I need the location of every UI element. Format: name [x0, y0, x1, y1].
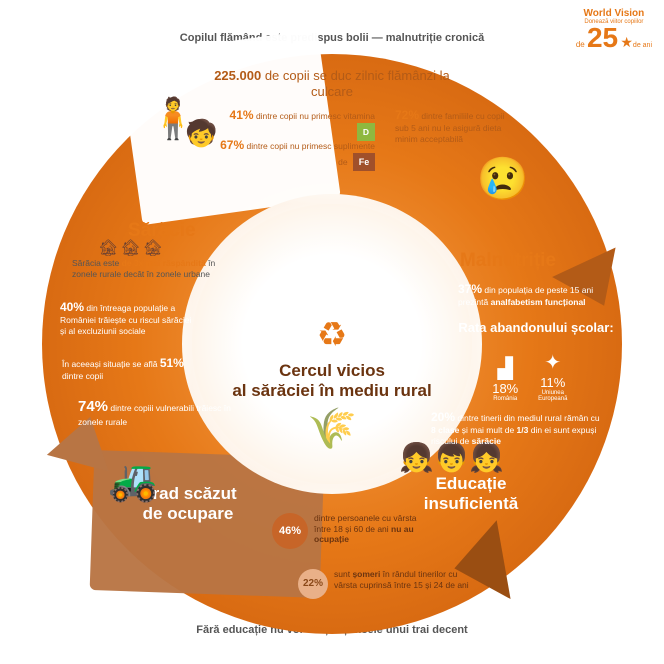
fam-pct: 72%: [395, 108, 419, 122]
logo-right: de ani: [633, 42, 652, 49]
cop51-pre: În aceeași situație se află: [62, 359, 160, 369]
stat-pop-40: 40% din întreaga populație a României tr…: [60, 300, 198, 336]
analf-bold: analfabetism funcțional: [491, 297, 586, 307]
recycle-icon: ♻: [202, 315, 462, 355]
aband-title: Rata abandonului școlar:: [456, 320, 616, 336]
star-icon: ★: [620, 34, 633, 50]
head-number: 225.000: [214, 68, 261, 83]
som-pct: 22%: [298, 569, 328, 599]
cop51-pct: 51%: [160, 356, 184, 370]
vitd-text: dintre copii nu primesc vitamina: [254, 111, 375, 121]
aband-eu-label: Uniunea Europeană: [530, 390, 575, 402]
stat-vuln-74: 74% dintre copiii vulnerabili trăiesc în…: [78, 398, 233, 427]
logo-left: de: [576, 40, 585, 49]
child-icon: 🧒: [185, 118, 217, 149]
vitd-pct: 41%: [230, 108, 254, 122]
vuln-pct: 74%: [78, 398, 108, 415]
houses-icon: 🏚🏚🏚: [98, 238, 165, 258]
head-text: de copii se duc zilnic flămânzi la culca…: [261, 68, 450, 99]
farmer-icon: 🌾: [307, 405, 357, 452]
tin-frac: 1/3: [517, 425, 529, 435]
section-educatie: Educație insuficientă: [416, 474, 526, 514]
stat-vitamin-d: 41% dintre copii nu primesc vitamina D: [225, 108, 375, 141]
aband-ro-pct: 18%: [483, 381, 528, 396]
stat-copii-51: În aceeași situație se află 51% dintre c…: [62, 356, 192, 382]
stat-header: 225.000 de copii se duc zilnic flămânzi …: [202, 68, 462, 101]
stat-iron: 67% dintre copii nu primesc suplimente d…: [215, 138, 375, 171]
map-comparison: ▟18%România ✦11%Uniunea Europeană: [464, 350, 594, 402]
som-t1: sunt: [334, 569, 352, 579]
stat-abandon: Rata abandonului școlar:: [456, 320, 616, 336]
logo-number: 25: [587, 22, 618, 53]
stat-analfabetism: 37% din populația de peste 15 ani prezin…: [458, 282, 618, 308]
center-line2: al sărăciei în mediu rural: [202, 381, 462, 401]
center-title: ♻ Cercul vicios al sărăciei în mediu rur…: [202, 315, 462, 401]
rural-bold: de 3x mai răspândită: [122, 258, 206, 268]
tin-b2: sărăcie: [472, 436, 501, 446]
eating-child-icon: 😢: [477, 155, 529, 204]
stat-ocupatie-46: 46% dintre persoanele cu vârsta între 18…: [272, 513, 422, 549]
stat-families: 72% dintre familiile cu copii sub 5 ani …: [395, 108, 505, 144]
occ-pct: 46%: [272, 513, 308, 549]
tractor-icon: 🚜: [108, 457, 158, 504]
stat-tineri-20: 20% dintre tinerii din mediul rural rămâ…: [431, 410, 606, 446]
pop40-pct: 40%: [60, 300, 84, 314]
analf-pct: 37%: [458, 282, 482, 296]
tin-t2: și mai mult de: [459, 425, 516, 435]
logo: World Vision Donează viitor copiilor de …: [576, 8, 652, 51]
rural-pre: Sărăcia este: [72, 258, 122, 268]
stat-someri-22: 22% sunt șomeri în rândul tinerilor cu v…: [298, 569, 478, 599]
aband-ro-label: România: [483, 396, 528, 402]
center-line1: Cercul vicios: [202, 361, 462, 381]
som-bold: șomeri: [352, 569, 380, 579]
fe-pct: 67%: [220, 138, 244, 152]
stat-rural-3x: Sărăcia este de 3x mai răspândită în zon…: [72, 258, 227, 279]
cop51-post: dintre copii: [62, 371, 103, 381]
tin-b1: 8 clase: [431, 425, 459, 435]
aband-eu-pct: 11%: [530, 375, 575, 390]
romania-map-icon: ▟: [483, 356, 528, 381]
iron-icon: Fe: [353, 153, 375, 171]
eu-map-icon: ✦: [530, 350, 575, 375]
section-malnutritie: Malnutriție: [460, 250, 556, 272]
logo-brand: World Vision: [576, 8, 652, 19]
tin-t1: dintre tinerii din mediul rural rămân cu: [455, 413, 600, 423]
tin-pct: 20%: [431, 410, 455, 424]
